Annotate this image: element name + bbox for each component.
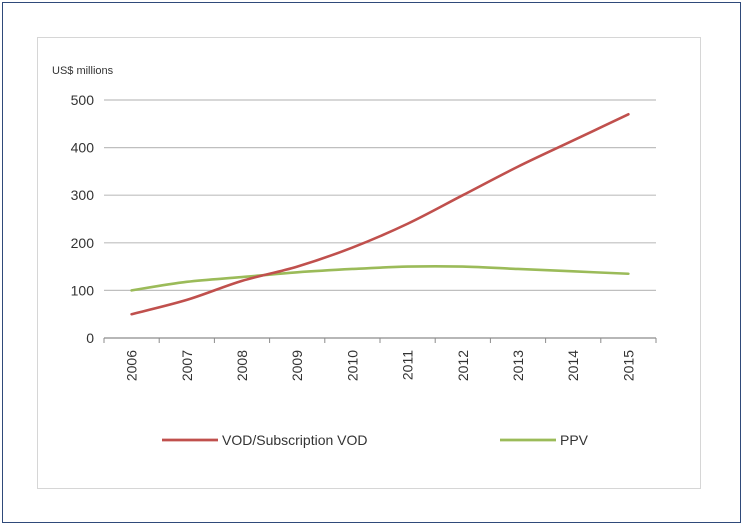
- series-line-ppv: [130, 265, 630, 292]
- y-tick-label: 300: [71, 187, 95, 203]
- y-tick-label: 400: [71, 140, 95, 156]
- legend-label-vod-subscription-vod: VOD/Subscription VOD: [222, 432, 368, 448]
- line-chart: US$ millions 0 100 200 300 400 500 2006 2007 200…: [52, 65, 657, 448]
- axes: US$ millions 0 100 200 300 400 500 2006 2007 200…: [52, 65, 657, 381]
- series-lines: [130, 112, 630, 316]
- x-tick-label: 2015: [620, 350, 636, 381]
- x-tick-label: 2014: [565, 350, 581, 381]
- x-tick-label: 2009: [289, 350, 305, 381]
- gridlines: [104, 99, 656, 291]
- y-tick-label: 0: [86, 330, 94, 346]
- y-tick-label: 200: [71, 235, 95, 251]
- x-tick-label: 2011: [400, 350, 416, 380]
- x-tick-label: 2007: [179, 350, 195, 381]
- y-axis-label: US$ millions: [52, 65, 114, 77]
- x-tick-label: 2008: [234, 350, 250, 381]
- x-tick-label: 2013: [510, 350, 526, 381]
- legend-label-ppv: PPV: [560, 432, 589, 448]
- x-tick-label: 2012: [455, 350, 471, 381]
- series-line-vod-subscription-vod: [130, 112, 630, 316]
- y-tick-label: 100: [71, 282, 95, 298]
- chart-container: US$ millions 0 100 200 300 400 500 2006 2007 200…: [37, 37, 701, 489]
- y-tick-label: 500: [71, 92, 95, 108]
- x-tick-label: 2010: [344, 350, 360, 381]
- legend: VOD/Subscription VOD PPV: [162, 432, 589, 448]
- x-tick-label: 2006: [124, 350, 140, 381]
